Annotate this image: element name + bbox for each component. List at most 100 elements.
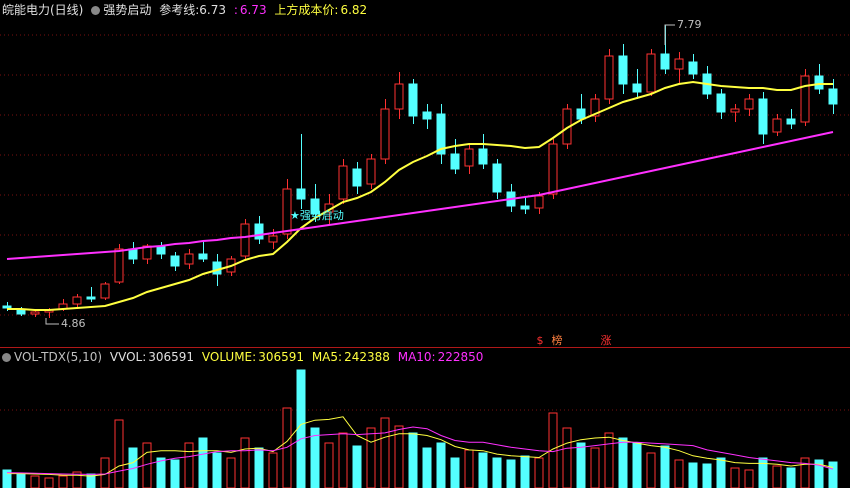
volume-bar [114, 419, 124, 488]
volume-bar [604, 432, 614, 488]
low-pointer [45, 318, 59, 325]
volume-bar [198, 437, 208, 488]
volume-label: VOLUME: [201, 350, 257, 364]
price-header: 皖能电力(日线) 强势启动 参考线:6.73 :6.73 上方成本价: 6.82 [2, 3, 371, 17]
volume-bar [296, 369, 306, 488]
ma5-value: 242388 [344, 350, 390, 364]
volume-bar [660, 445, 670, 488]
ma10-value: 222850 [437, 350, 484, 364]
volume-bar [226, 457, 236, 488]
volume-bar [646, 452, 656, 488]
volume-bar [212, 452, 222, 488]
candle-body [604, 55, 614, 100]
candle-body [30, 311, 40, 315]
volume-bar [16, 472, 26, 488]
signal-mark: 涨 [601, 334, 612, 347]
volume-bar [352, 445, 362, 488]
volume-icon [2, 353, 11, 362]
candle-body [576, 108, 586, 120]
candle-body [772, 118, 782, 133]
candle-body [408, 83, 418, 117]
volume-bar [324, 442, 334, 488]
volume-bar [408, 432, 418, 488]
ma-line [6, 131, 834, 260]
indicator-icon [91, 6, 101, 15]
volume-bar [702, 463, 712, 488]
volume-bar [366, 427, 376, 488]
candle-body [632, 83, 642, 93]
volume-bar [786, 467, 796, 488]
high-pointer [664, 24, 675, 45]
candle-body [422, 111, 432, 120]
candle-body [72, 296, 82, 305]
candle-body [240, 223, 250, 257]
candle-body [268, 235, 278, 243]
candle-body [16, 309, 26, 315]
volume-bar [240, 437, 250, 488]
volume-bar [72, 471, 82, 488]
volume-bar [156, 457, 166, 488]
volume-bar [464, 449, 474, 488]
signal-mark: 榜 [552, 333, 563, 347]
volume-ma-line [7, 416, 834, 477]
candle-body [492, 163, 502, 193]
candle-body [366, 158, 376, 185]
volume-header: VOL-TDX(5,10) VVOL: 306591 VOLUME: 306591 … [2, 350, 487, 364]
candle-body [282, 188, 292, 235]
volume-bar [534, 457, 544, 488]
candle-body [296, 188, 306, 200]
volume-bar [632, 442, 642, 488]
ref2-label: : [233, 3, 238, 17]
candle-body [198, 253, 208, 260]
volume-bar [268, 452, 278, 488]
ref-label: 参考线: [159, 3, 200, 17]
low-label: 4.86 [61, 317, 86, 330]
volume-bar [394, 425, 404, 488]
candle-body [114, 248, 124, 283]
volume-value: 306591 [258, 350, 304, 364]
candle-body [786, 118, 796, 125]
candle-body [338, 165, 348, 200]
volume-bar [436, 442, 446, 488]
candle-body [590, 98, 600, 117]
candle-body [716, 93, 726, 113]
candle-body [464, 148, 474, 167]
volume-bar [576, 442, 586, 488]
ma5-label: MA5: [311, 350, 343, 364]
candle-body [310, 198, 320, 215]
candle-body [520, 205, 530, 210]
candle-body [436, 113, 446, 155]
volume-title: VOL-TDX(5,10) [14, 350, 103, 364]
candle-body [394, 83, 404, 110]
candle-body [646, 53, 656, 93]
volume-bar [58, 475, 68, 488]
candle-body [450, 153, 460, 170]
volume-bar [814, 459, 824, 488]
candle-body [758, 98, 768, 135]
candle-body [352, 168, 362, 187]
volume-bar [716, 457, 726, 488]
candle-body [800, 75, 810, 123]
candle-body [2, 305, 12, 309]
volume-bar [520, 455, 530, 488]
candle-body [100, 283, 110, 299]
cost-value: 6.82 [340, 3, 368, 17]
volume-bar [44, 477, 54, 488]
vvol-label: VVOL: [109, 350, 147, 364]
volume-bar [422, 447, 432, 488]
volume-bar [674, 459, 684, 488]
signal-annotation: ★强势启动 [290, 209, 344, 222]
volume-bar [562, 427, 572, 488]
volume-bar [450, 457, 460, 488]
candle-body [254, 223, 264, 240]
cost-label: 上方成本价: [274, 3, 339, 17]
ma-line [7, 80, 833, 311]
candle-body [674, 58, 684, 70]
volume-bar [492, 457, 502, 488]
candle-body [184, 253, 194, 265]
ref2-value: 6.73 [239, 3, 267, 17]
candle-body [534, 195, 544, 209]
candle-body [688, 61, 698, 75]
